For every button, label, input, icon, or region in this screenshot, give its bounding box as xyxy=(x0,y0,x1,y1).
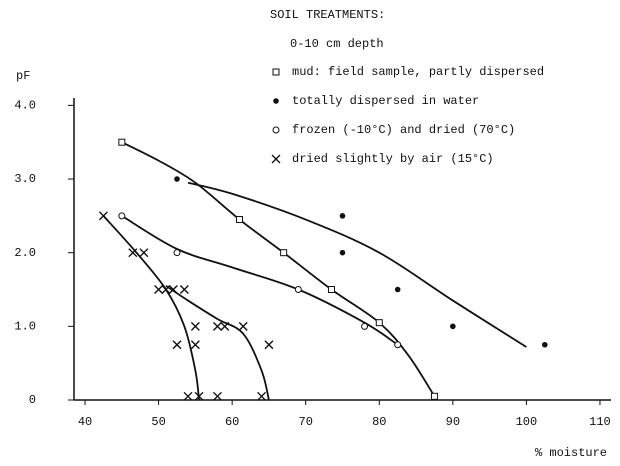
fit-curve xyxy=(187,181,527,348)
circle-marker xyxy=(272,126,280,134)
fit-curve xyxy=(121,141,436,397)
square-marker xyxy=(375,319,383,327)
dot-marker xyxy=(450,323,456,330)
y-axis-label: pF xyxy=(16,69,30,83)
square-marker xyxy=(272,68,280,76)
legend-label: mud: field sample, partly dispersed xyxy=(292,65,544,79)
x-tick-label: 80 xyxy=(372,415,386,429)
cross-marker xyxy=(183,391,193,401)
cross-marker xyxy=(128,248,138,258)
cross-marker xyxy=(220,321,230,331)
cross-marker xyxy=(212,321,222,331)
x-tick-label: 60 xyxy=(225,415,239,429)
cross-marker xyxy=(190,321,200,331)
circle-marker xyxy=(361,322,369,330)
legend-label: frozen (-10°C) and dried (70°C) xyxy=(292,123,515,137)
y-tick-label: 3.0 xyxy=(14,172,36,186)
circle-marker xyxy=(173,249,181,257)
cross-marker xyxy=(179,285,189,295)
circle-marker xyxy=(118,212,126,220)
circle-marker xyxy=(394,341,402,349)
legend-label: dried slightly by air (15°C) xyxy=(292,152,494,166)
legend-title: SOIL TREATMENTS: xyxy=(270,8,385,22)
square-marker xyxy=(236,216,244,224)
cross-marker xyxy=(161,285,171,295)
cross-marker xyxy=(139,248,149,258)
cross-marker xyxy=(271,154,281,164)
cross-marker xyxy=(168,285,178,295)
square-marker xyxy=(118,138,126,146)
dot-marker xyxy=(541,341,548,348)
cross-marker xyxy=(212,391,222,401)
cross-marker xyxy=(154,285,164,295)
cross-marker xyxy=(172,340,182,350)
square-marker xyxy=(327,286,335,294)
y-tick-label: 1.0 xyxy=(14,320,36,334)
circle-marker xyxy=(294,286,302,294)
dot-marker xyxy=(174,176,180,182)
y-tick-label: 2.0 xyxy=(14,246,36,260)
x-tick-label: 40 xyxy=(78,415,92,429)
cross-marker xyxy=(98,211,108,221)
x-tick-label: 70 xyxy=(299,415,313,429)
fit-curve xyxy=(165,285,270,401)
x-tick-label: 110 xyxy=(589,415,611,429)
dot-marker xyxy=(273,98,279,104)
cross-marker xyxy=(190,340,200,350)
dot-marker xyxy=(339,213,346,219)
legend-subtitle: 0-10 cm depth xyxy=(290,37,384,51)
x-tick-label: 100 xyxy=(516,415,538,429)
cross-marker xyxy=(264,340,274,350)
cross-marker xyxy=(238,321,248,331)
square-marker xyxy=(280,249,288,257)
fit-curve xyxy=(102,215,200,401)
square-marker xyxy=(430,392,438,400)
x-tick-label: 90 xyxy=(446,415,460,429)
legend-label: totally dispersed in water xyxy=(292,94,479,108)
y-tick-label: 0 xyxy=(29,393,36,407)
y-tick-label: 4.0 xyxy=(14,99,36,113)
x-axis-label: % moisture xyxy=(535,446,607,460)
dot-marker xyxy=(394,286,401,293)
cross-marker xyxy=(257,391,267,401)
x-tick-label: 50 xyxy=(151,415,165,429)
cross-marker xyxy=(194,391,204,401)
dot-marker xyxy=(339,249,346,256)
